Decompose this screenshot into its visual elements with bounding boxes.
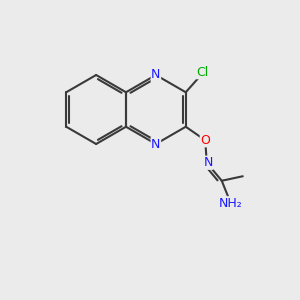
Text: N: N <box>204 156 213 169</box>
Text: Cl: Cl <box>196 66 208 79</box>
Text: O: O <box>200 134 210 147</box>
Text: N: N <box>151 68 160 82</box>
Text: N: N <box>151 137 160 151</box>
Text: NH₂: NH₂ <box>219 197 243 210</box>
